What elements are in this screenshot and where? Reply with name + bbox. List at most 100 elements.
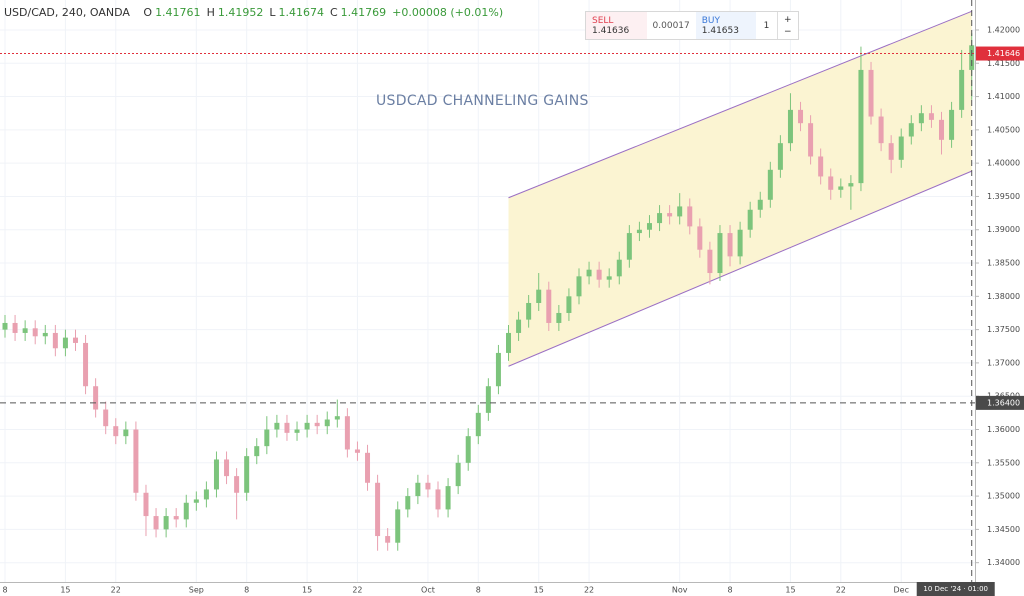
candle-body — [868, 69, 874, 117]
candle-body — [596, 269, 602, 280]
candle-body — [918, 113, 924, 124]
candle-body — [274, 422, 280, 430]
buy-button[interactable]: BUY 1.41653 — [695, 12, 757, 39]
plus-button[interactable]: + — [784, 14, 792, 25]
candle-body — [22, 328, 28, 333]
quantity-stepper: + − — [776, 12, 798, 39]
y-tick-label: 1.38500 — [987, 259, 1020, 268]
y-tick-label: 1.36000 — [987, 425, 1020, 434]
candle-body — [213, 459, 219, 490]
x-tick-label: 15 — [302, 586, 312, 595]
annotation: USDCAD CHANNELING GAINS — [376, 93, 589, 109]
candle-body — [888, 143, 894, 160]
legend-key: H — [206, 6, 215, 19]
candle-body — [455, 462, 461, 487]
candle-body — [767, 169, 773, 200]
candle-body — [546, 289, 552, 323]
candle-body — [2, 322, 8, 330]
candle-body — [354, 449, 360, 453]
channel-lower — [508, 170, 972, 367]
legend: USD/CAD, 240, OANDA O 1.41761 H 1.41952 L 1.4… — [4, 6, 509, 19]
candle-body — [757, 199, 763, 210]
x-tick-label: 8 — [244, 586, 249, 595]
candle-body — [133, 429, 139, 493]
minus-button[interactable]: − — [784, 26, 792, 37]
y-tick-label: 1.35000 — [987, 492, 1020, 501]
candle-body — [646, 223, 652, 230]
candle-body — [244, 456, 250, 493]
legend-value: 1.41952 — [217, 6, 264, 19]
x-tick-label: 8 — [476, 586, 481, 595]
sell-label: SELL — [592, 15, 614, 26]
candle-body — [435, 489, 441, 510]
sell-button[interactable]: SELL 1.41636 — [586, 12, 647, 39]
y-tick-label: 1.42000 — [987, 25, 1020, 34]
candle-body — [163, 516, 169, 530]
candle-body — [818, 156, 824, 177]
channel-upper — [508, 10, 972, 199]
candle-body — [576, 276, 582, 297]
candle-body — [526, 302, 532, 320]
candle-body — [828, 176, 834, 190]
legend-value: 1.41769 — [340, 6, 387, 19]
candle-body — [234, 476, 240, 493]
candle-body — [798, 109, 804, 124]
x-tick-label: 22 — [584, 586, 594, 595]
candle-body — [344, 416, 350, 450]
y-tick-label: 1.34500 — [987, 525, 1020, 534]
x-tick-label: 15 — [785, 586, 795, 595]
candle-body — [697, 226, 703, 250]
current-price-label: 1.41646 — [987, 49, 1020, 58]
candle-body — [667, 213, 673, 217]
candle-body — [113, 426, 119, 437]
legend-value: 1.41674 — [278, 6, 324, 19]
candle-body — [636, 229, 642, 234]
candle-body — [566, 296, 572, 313]
candle-body — [143, 492, 149, 517]
candle-body — [707, 249, 713, 274]
candle-body — [475, 412, 481, 437]
candle-body — [495, 352, 501, 387]
candle-body — [173, 516, 179, 520]
symbol: USD/CAD, 240, OANDA — [4, 6, 130, 19]
crosshair-price-tag — [976, 395, 1024, 410]
x-tick-label: 22 — [352, 586, 362, 595]
x-tick-label: 15 — [60, 586, 70, 595]
trade-panel: SELL 1.41636 0.00017 BUY 1.41653 1 + − — [585, 11, 799, 40]
crosshair-time-tag — [916, 582, 995, 596]
candle-body — [365, 452, 371, 483]
candle-body — [314, 422, 320, 427]
candle-body — [334, 416, 340, 420]
candle-body — [153, 516, 159, 530]
x-tick-label: Nov — [672, 586, 688, 595]
x-tick-label: 15 — [534, 586, 544, 595]
quantity[interactable]: 1 — [763, 20, 770, 31]
y-tick-label: 1.38000 — [987, 292, 1020, 301]
candle-body — [898, 136, 904, 160]
y-tick-label: 1.34000 — [987, 558, 1020, 567]
y-tick-label: 1.41500 — [987, 59, 1020, 68]
candle-body — [395, 509, 401, 543]
candle-body — [908, 123, 914, 137]
y-tick-label: 1.40000 — [987, 159, 1020, 168]
candle-body — [264, 429, 270, 447]
y-tick-label: 1.35500 — [987, 458, 1020, 467]
legend-value: 1.41761 — [155, 6, 201, 19]
candle-body — [838, 186, 844, 190]
candle-body — [687, 206, 693, 227]
crosshair-price-label: 1.36400 — [987, 398, 1020, 407]
candle-body — [42, 332, 48, 337]
candle-body — [385, 536, 391, 543]
candle-body — [657, 213, 663, 224]
candle-body — [737, 229, 743, 257]
candle-body — [12, 322, 18, 333]
candle-body — [626, 233, 632, 260]
legend-key: C — [329, 6, 338, 19]
current-price-tag — [976, 46, 1024, 61]
y-tick-label: 1.37000 — [987, 358, 1020, 367]
crosshair-time-label: 10 Dec '24 · 01:00 — [923, 585, 988, 593]
legend-key: O — [143, 6, 153, 19]
candle-body — [224, 459, 230, 477]
candle-body — [506, 332, 511, 353]
